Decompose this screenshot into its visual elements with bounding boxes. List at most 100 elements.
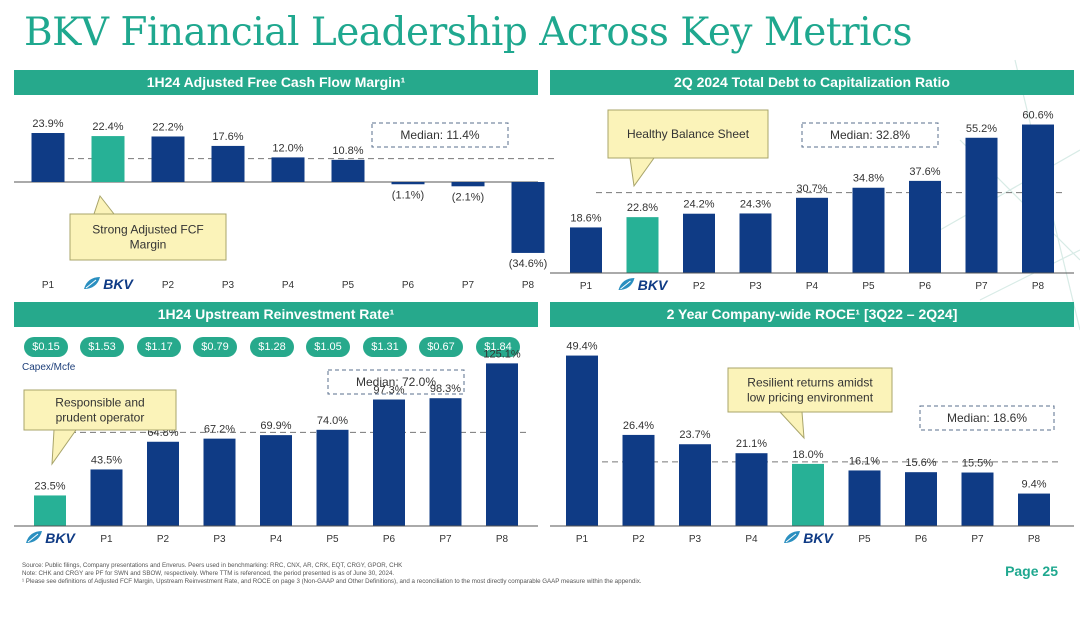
panel-header-roce: 2 Year Company-wide ROCE¹ [3Q22 – 2Q24] — [550, 302, 1074, 327]
panel-header-reinvestment-rate: 1H24 Upstream Reinvestment Rate¹ — [14, 302, 538, 327]
bar — [679, 444, 711, 526]
capex-pill: $0.79 — [193, 337, 237, 357]
value-label: 23.7% — [679, 429, 710, 441]
category-label: P4 — [806, 281, 819, 292]
bar — [683, 213, 715, 273]
bar — [570, 227, 602, 273]
median-label: Median: 11.4% — [400, 128, 479, 142]
bar — [848, 470, 881, 526]
category-label: P4 — [282, 280, 295, 291]
category-label: P7 — [462, 280, 475, 291]
category-label: P3 — [213, 534, 226, 545]
value-label: 9.4% — [1021, 479, 1046, 491]
callout-operator-tail — [51, 429, 77, 466]
value-label: 26.4% — [623, 420, 654, 432]
bar — [151, 136, 185, 182]
category-label: P2 — [162, 280, 175, 291]
bar — [566, 355, 598, 526]
bar — [203, 438, 236, 526]
page-title: BKV Financial Leadership Across Key Metr… — [24, 10, 913, 55]
median-label: Median: 18.6% — [947, 411, 1027, 425]
capex-pill: $1.28 — [250, 337, 294, 357]
bkv-logo-icon — [618, 278, 635, 290]
bar — [451, 182, 485, 187]
value-label: 15.5% — [962, 458, 993, 470]
category-label: P2 — [632, 534, 645, 545]
bar — [429, 398, 462, 526]
bar — [965, 137, 998, 273]
category-label: P5 — [862, 281, 875, 292]
capex-pill: $1.84 — [476, 337, 520, 357]
category-label: P4 — [745, 534, 758, 545]
value-label: 15.6% — [905, 457, 936, 469]
callout-fcf-box — [69, 213, 227, 261]
median-box — [371, 122, 509, 148]
footnote-definitions: ¹ Please see definitions of Adjusted FCF… — [22, 578, 642, 585]
page-number: Page 25 — [1005, 563, 1058, 579]
value-label: 23.9% — [32, 118, 63, 130]
bar — [735, 453, 768, 526]
capex-pill: $0.15 — [24, 337, 68, 357]
category-label: P1 — [580, 281, 593, 292]
category-label-bkv: BKV — [45, 530, 76, 546]
capex-pill: $1.05 — [306, 337, 350, 357]
callout-operator-text: Responsible and — [55, 396, 144, 410]
bkv-logo-icon — [26, 531, 42, 543]
value-label: 24.2% — [683, 199, 714, 211]
bar — [373, 399, 405, 526]
chart-roce: 49.4% P1 26.4% P2 23.7% P3 21.1% P4 18.0% BKV 16.1… — [550, 341, 1074, 546]
chart-fcf-margin: 23.9% P1 22.4% BKV 22.2% P2 17.6% P3 12.0% P4 10.8… — [14, 118, 555, 292]
bar — [486, 363, 518, 526]
category-label: P8 — [1032, 281, 1045, 292]
value-label: 30.7% — [796, 183, 827, 195]
capex-pill: $1.17 — [137, 337, 181, 357]
bar — [331, 159, 365, 182]
callout-roce-tail — [778, 411, 805, 440]
category-label: P8 — [1028, 534, 1041, 545]
callout-balance-box — [607, 109, 769, 159]
callout-roce-box — [727, 367, 893, 413]
value-label: 23.5% — [34, 480, 65, 492]
bar — [1022, 124, 1054, 273]
bar — [739, 213, 772, 273]
bar — [909, 180, 941, 273]
category-label: P6 — [402, 280, 415, 291]
capex-pill: $1.31 — [363, 337, 407, 357]
category-label: P5 — [858, 534, 871, 545]
value-label: 22.8% — [627, 202, 658, 214]
category-label: P2 — [157, 534, 170, 545]
bar — [796, 197, 828, 273]
median-box — [919, 405, 1055, 431]
value-label: 34.8% — [853, 173, 884, 185]
bar — [792, 463, 824, 526]
median-label: Median: 72.0% — [356, 375, 436, 389]
bkv-logo-icon — [84, 277, 100, 289]
median-box — [801, 122, 939, 148]
category-label: P1 — [42, 280, 55, 291]
callout-roce-text: Resilient returns amidst — [747, 376, 873, 390]
value-label: 18.0% — [792, 449, 823, 461]
bar — [852, 187, 885, 273]
value-label: 22.4% — [92, 121, 123, 133]
footnote-source: Source: Public filings, Company presenta… — [22, 562, 403, 569]
category-label-bkv: BKV — [103, 276, 134, 292]
callout-operator-box — [23, 389, 177, 431]
category-label: P8 — [496, 534, 509, 545]
bar — [90, 469, 123, 526]
bar — [511, 182, 545, 253]
bar — [34, 495, 66, 526]
value-label: 17.6% — [212, 131, 243, 143]
bar — [391, 182, 425, 185]
category-label: P7 — [971, 534, 984, 545]
chart-reinvestment-rate: 23.5%BKV43.5%P164.8%P267.2%P369.9%P474.0… — [14, 348, 538, 546]
median-label: Median: 32.8% — [830, 128, 910, 142]
category-label: P5 — [342, 280, 355, 291]
value-label: 18.6% — [570, 212, 601, 224]
capex-pill: $0.67 — [419, 337, 463, 357]
callout-balance-text: Healthy Balance Sheet — [627, 127, 750, 141]
capex-row: $0.15 $1.53 $1.17 $0.79 $1.28 $1.05 $1.3… — [22, 334, 532, 360]
value-label: 49.4% — [566, 341, 597, 353]
value-label: 12.0% — [272, 142, 303, 154]
median-box — [327, 369, 465, 395]
bar — [211, 145, 245, 182]
